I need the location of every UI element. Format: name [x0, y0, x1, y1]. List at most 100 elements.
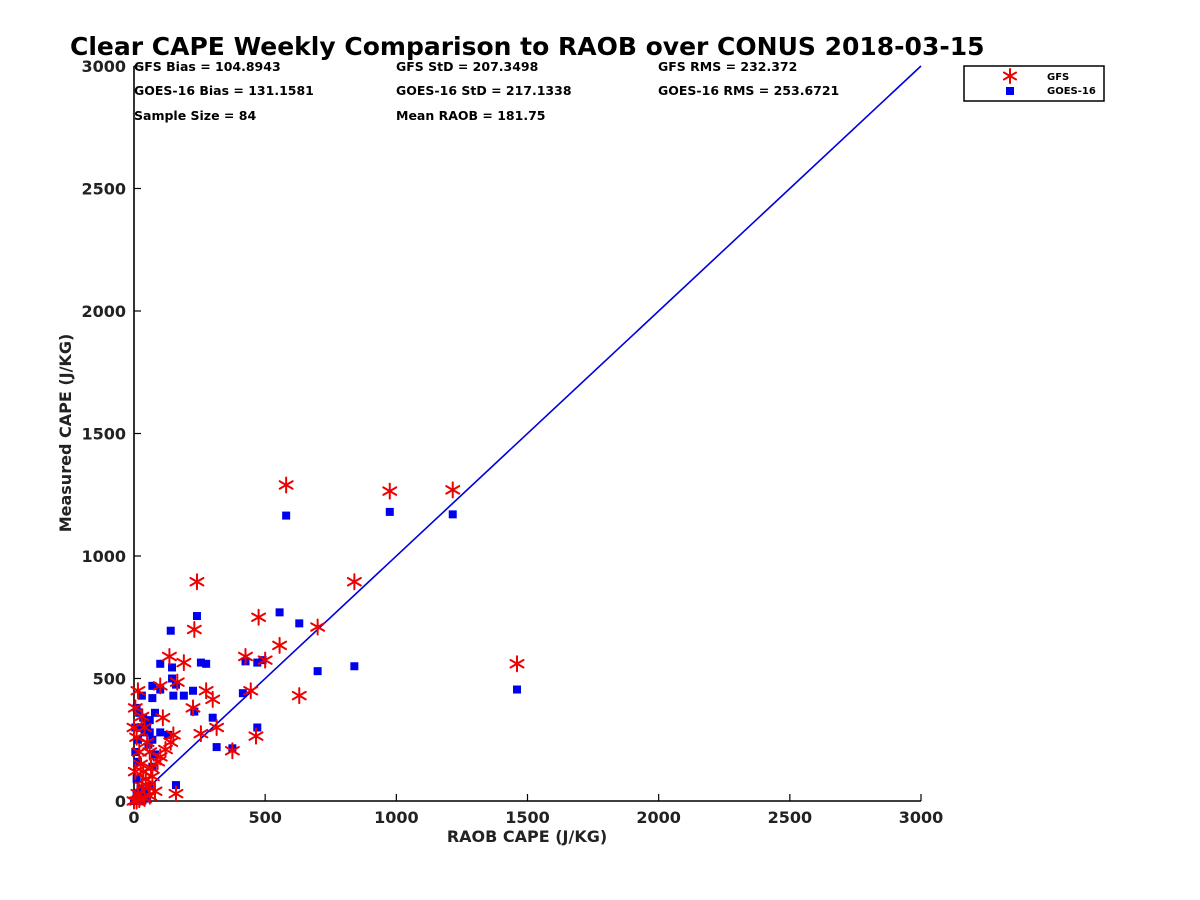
goes16-point — [238, 689, 247, 698]
goes16-point — [131, 748, 140, 756]
goes16-point — [202, 659, 211, 668]
y-tick-label: 1000 — [81, 547, 126, 566]
goes16-point — [275, 608, 284, 617]
gfs-point — [237, 647, 253, 665]
y-tick-label: 2000 — [81, 302, 126, 321]
legend-box — [963, 65, 1105, 102]
gfs-point — [209, 719, 225, 736]
gfs-point — [155, 709, 171, 727]
goes16-point — [164, 730, 173, 739]
goes16-point — [156, 659, 165, 668]
x-tick-label: 1500 — [505, 808, 550, 827]
gfs-series — [126, 476, 525, 810]
stat-text: GOES-16 Bias = 131.1581 — [134, 83, 314, 98]
y-ticks: 0 500 1000 1500 2000 2500 3000 — [81, 57, 141, 811]
gfs-point — [161, 647, 177, 665]
goes16-point — [145, 728, 154, 737]
y-tick-label: 3000 — [81, 57, 126, 76]
stat-text: GOES-16 RMS = 253.6721 — [658, 83, 839, 98]
gfs-point — [382, 482, 398, 500]
gfs-point — [129, 792, 145, 810]
legend-goes16-label: GOES-16 — [1047, 86, 1096, 97]
goes16-point — [192, 612, 201, 621]
gfs-point — [176, 654, 192, 672]
goes16-point — [132, 774, 141, 783]
reference-line-group — [133, 65, 922, 802]
gfs-point — [139, 733, 155, 751]
goes16-point — [313, 667, 322, 676]
goes16-point — [137, 691, 146, 700]
x-tick-label: 2000 — [636, 808, 681, 827]
goes16-point — [350, 662, 359, 671]
y-tick-label: 1500 — [81, 425, 126, 444]
stat-text: Sample Size = 84 — [134, 108, 256, 123]
goes16-point — [448, 510, 457, 519]
gfs-point — [509, 655, 525, 673]
goes16-point — [190, 707, 199, 716]
goes16-point — [179, 691, 188, 700]
x-tick-label: 500 — [248, 808, 281, 827]
y-tick-label: 2500 — [81, 180, 126, 199]
gfs-point — [152, 677, 168, 695]
goes16-point — [135, 708, 144, 717]
legend: GFS GOES-16 — [963, 65, 1105, 102]
x-tick-label: 2500 — [768, 808, 813, 827]
goes16-point — [171, 680, 180, 689]
x-tick-label: 0 — [128, 808, 139, 827]
goes16-point — [168, 663, 177, 672]
statistics-block: GFS Bias = 104.8943 GFS StD = 207.3498 GFS… — [134, 59, 839, 123]
stat-text: GFS RMS = 232.372 — [658, 59, 797, 74]
goes16-point — [258, 656, 267, 665]
gfs-point — [291, 687, 307, 705]
gfs-point — [251, 608, 267, 626]
goes16-point — [133, 735, 142, 744]
goes16-point — [156, 728, 165, 737]
goes16-point — [144, 740, 153, 749]
gfs-point — [310, 618, 326, 636]
gfs-point — [130, 785, 146, 803]
gfs-point — [346, 573, 362, 591]
gfs-point — [248, 727, 264, 745]
goes16-point — [253, 723, 262, 732]
goes16-point — [166, 626, 175, 635]
goes16-point — [196, 658, 205, 667]
gfs-point — [131, 743, 147, 761]
y-tick-label: 500 — [93, 670, 126, 689]
y-axis-label: Measured CAPE (J/KG) — [56, 334, 75, 533]
goes16-point — [136, 784, 145, 793]
x-ticks: 0 500 1000 1500 2000 2500 3000 — [128, 794, 943, 827]
gfs-point — [157, 741, 173, 759]
gfs-point — [189, 573, 205, 591]
goes16-point — [169, 691, 178, 700]
chart-title: Clear CAPE Weekly Comparison to RAOB ove… — [70, 32, 985, 61]
x-tick-label: 1000 — [374, 808, 419, 827]
legend-gfs-label: GFS — [1047, 72, 1069, 83]
x-axis-label: RAOB CAPE (J/KG) — [447, 827, 607, 846]
gfs-point — [278, 476, 294, 494]
goes16-point — [171, 781, 180, 790]
gfs-point — [445, 481, 461, 499]
gfs-point — [130, 682, 146, 700]
stat-text: GOES-16 StD = 217.1338 — [396, 83, 572, 98]
gfs-point — [205, 690, 221, 708]
legend-goes16-marker — [1006, 87, 1014, 95]
gfs-point — [127, 699, 143, 717]
gfs-point — [144, 768, 160, 785]
goes16-point — [253, 658, 262, 667]
gfs-point — [272, 636, 288, 654]
stat-text: GFS Bias = 104.8943 — [134, 59, 281, 74]
goes16-point — [513, 685, 522, 694]
gfs-point — [143, 759, 159, 777]
goes16-point — [282, 511, 291, 520]
gfs-point — [127, 763, 143, 781]
gfs-point — [224, 742, 240, 760]
goes16-series — [130, 507, 522, 805]
goes16-point — [148, 694, 157, 703]
goes16-point — [189, 686, 198, 695]
legend-gfs-marker — [1002, 68, 1018, 84]
gfs-point — [185, 699, 201, 717]
gfs-point — [243, 682, 259, 700]
stat-text: GFS StD = 207.3498 — [396, 59, 538, 74]
goes16-point — [295, 619, 304, 628]
